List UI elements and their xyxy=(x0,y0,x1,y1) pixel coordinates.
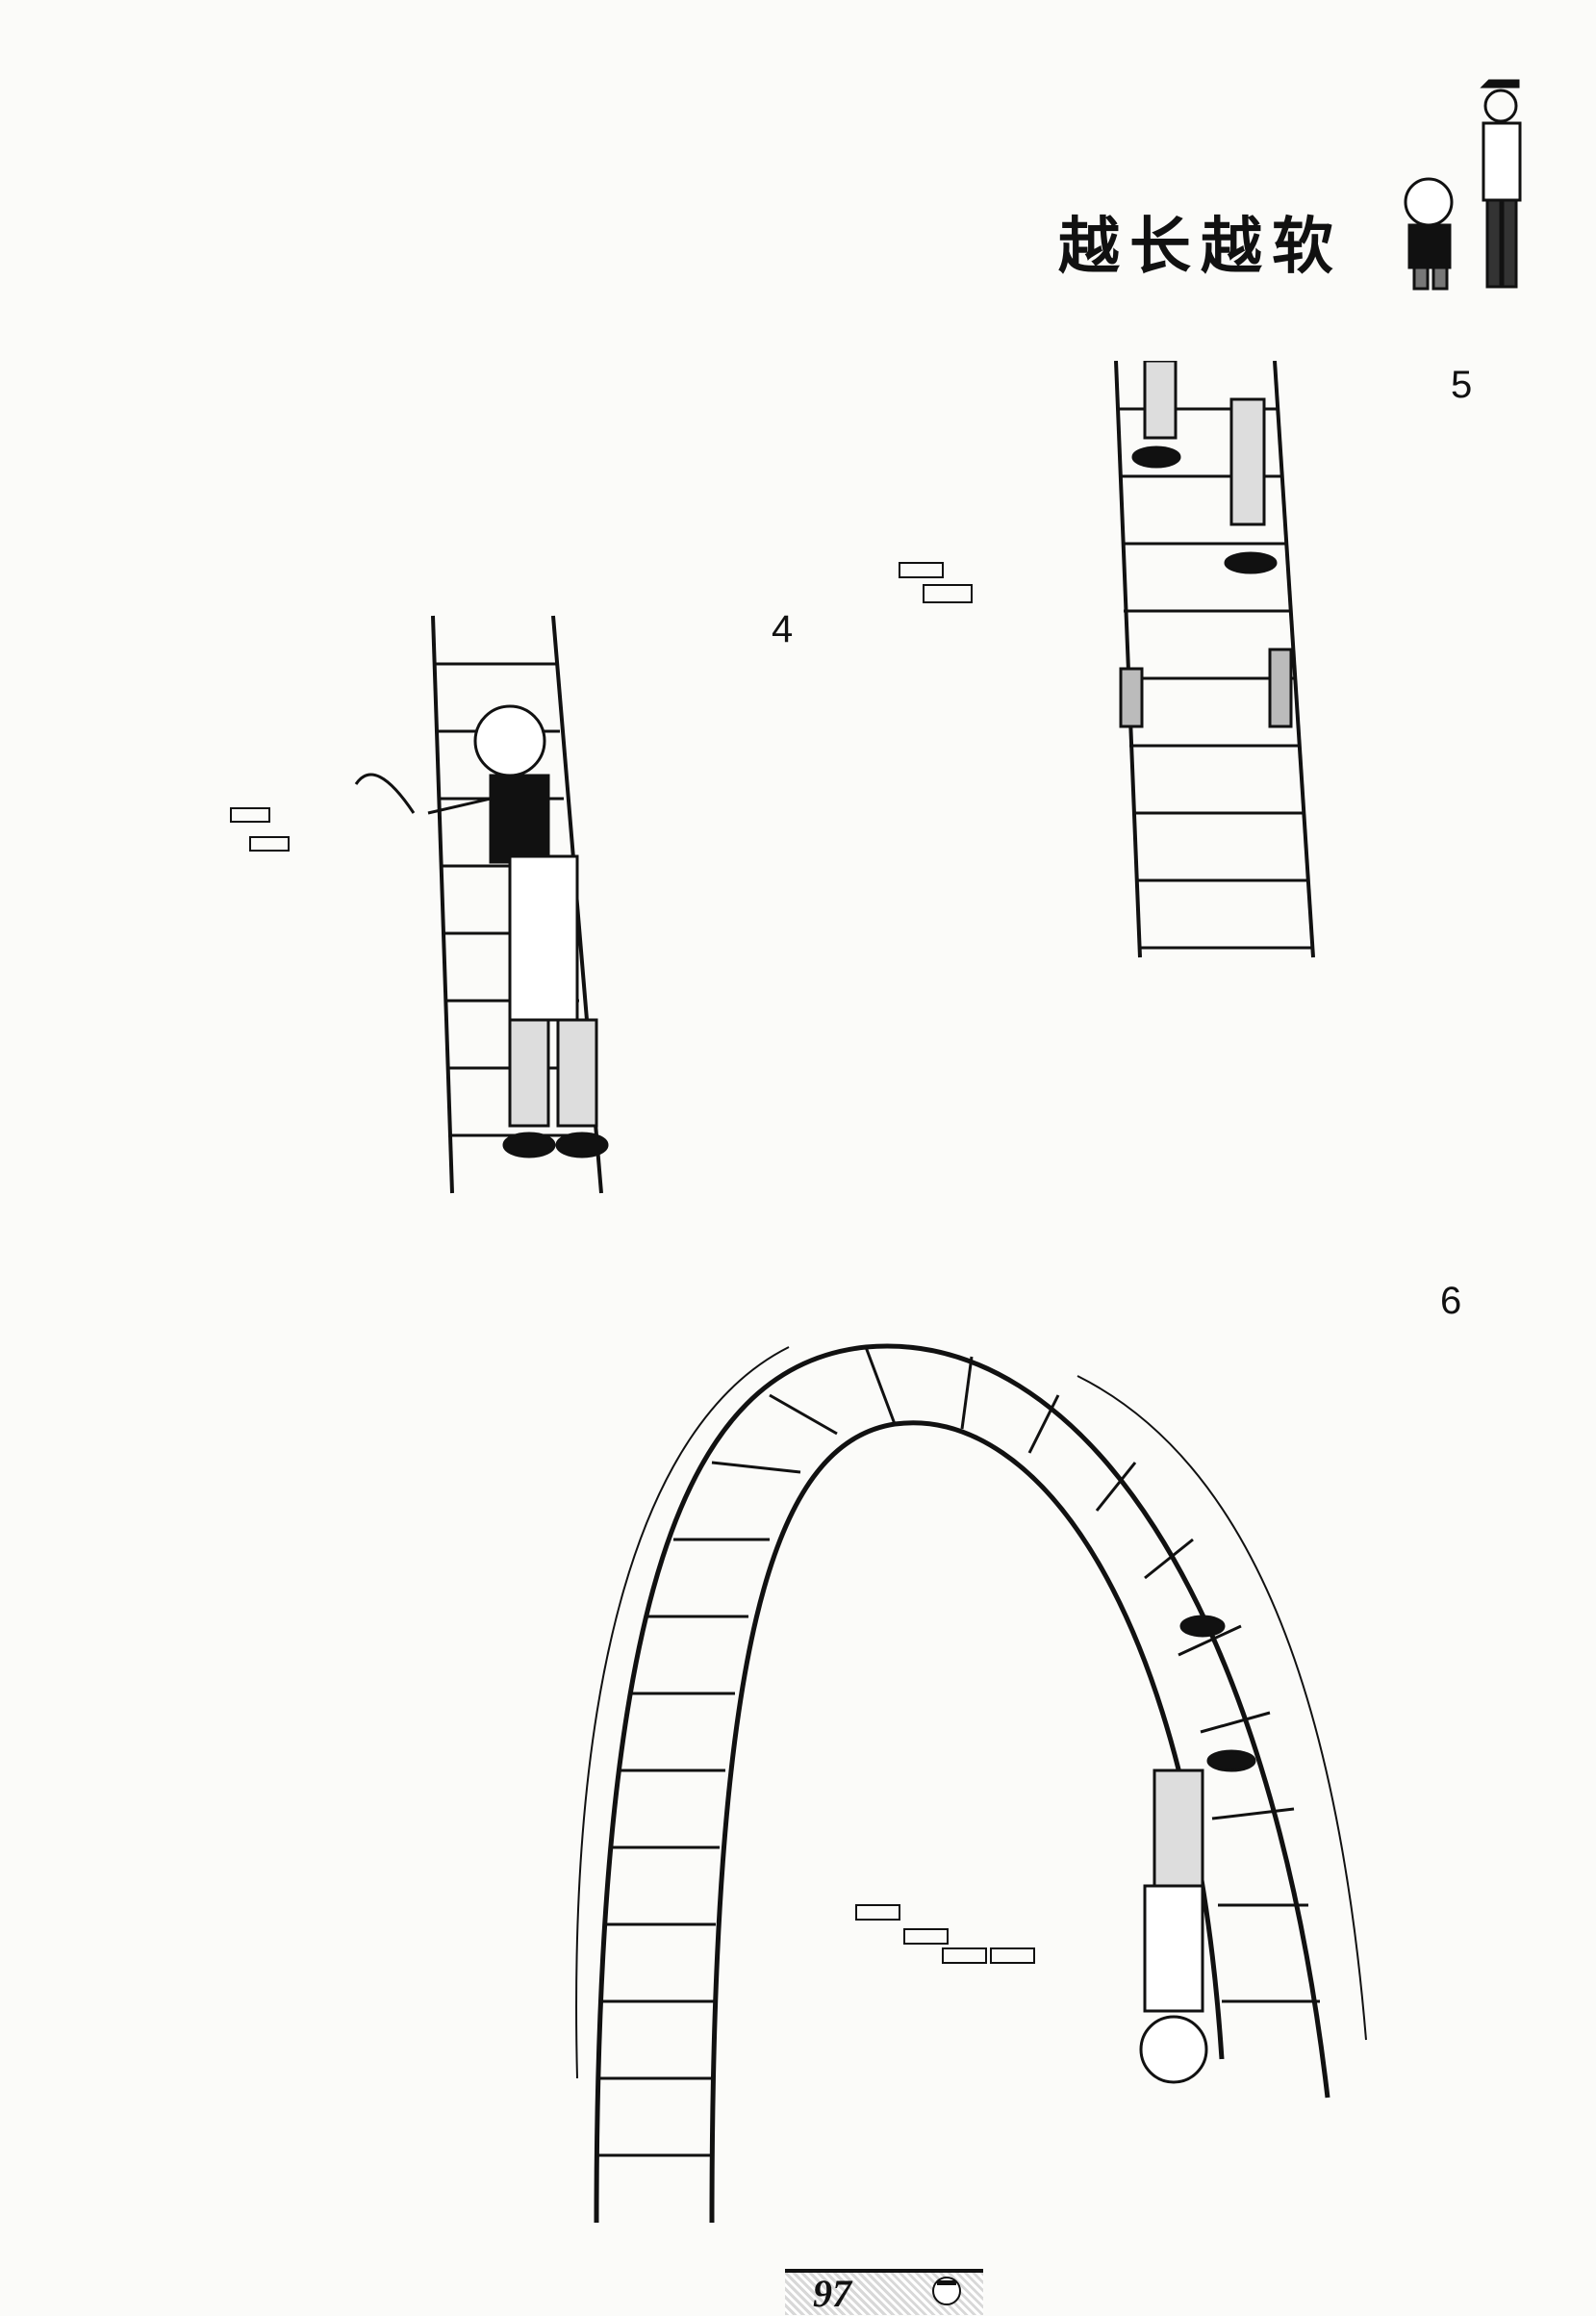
page-number: 97 xyxy=(813,2272,851,2315)
mascot-characters-icon xyxy=(1404,79,1522,291)
man-climbing-ladder-illustration xyxy=(230,615,609,1194)
bricks-decoration-icon xyxy=(899,562,973,603)
bent-ladder-arch-illustration xyxy=(575,1343,1367,2224)
feet-on-tied-ladder-illustration xyxy=(1114,361,1315,958)
panel-number-4: 4 xyxy=(772,608,794,650)
panel-number-5: 5 xyxy=(1451,364,1473,406)
page-title: 越长越软 xyxy=(1058,212,1343,283)
small-face-icon xyxy=(932,2277,961,2305)
panel-number-6: 6 xyxy=(1440,1280,1462,1322)
